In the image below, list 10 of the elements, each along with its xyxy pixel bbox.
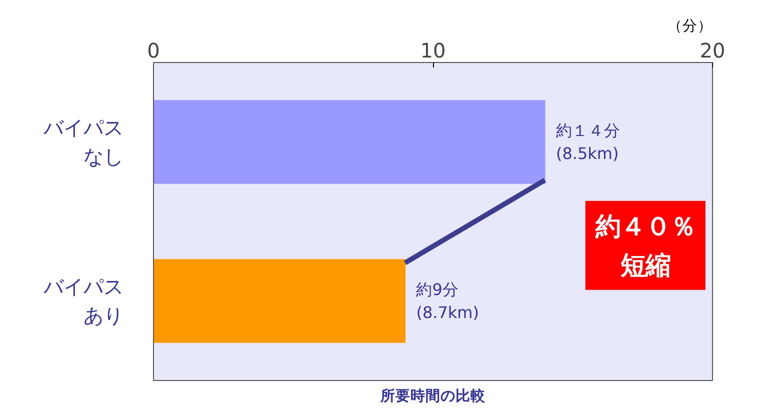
y-tick-label: バイパスなし — [42, 116, 124, 168]
annotation: 約４０％短縮 — [594, 210, 696, 280]
x-tick-label: 10 — [420, 38, 446, 62]
x-tick-label: 20 — [700, 38, 726, 62]
y-tick-label: バイパスあり — [42, 274, 124, 328]
text: （分） — [668, 18, 712, 34]
text: 所要時間の比較 — [380, 388, 486, 404]
data-label: 約１４分 (8.5km) — [556, 121, 620, 163]
data-label: 約9分 (8.7km) — [416, 280, 480, 322]
x-tick-label: 0 — [147, 38, 160, 62]
